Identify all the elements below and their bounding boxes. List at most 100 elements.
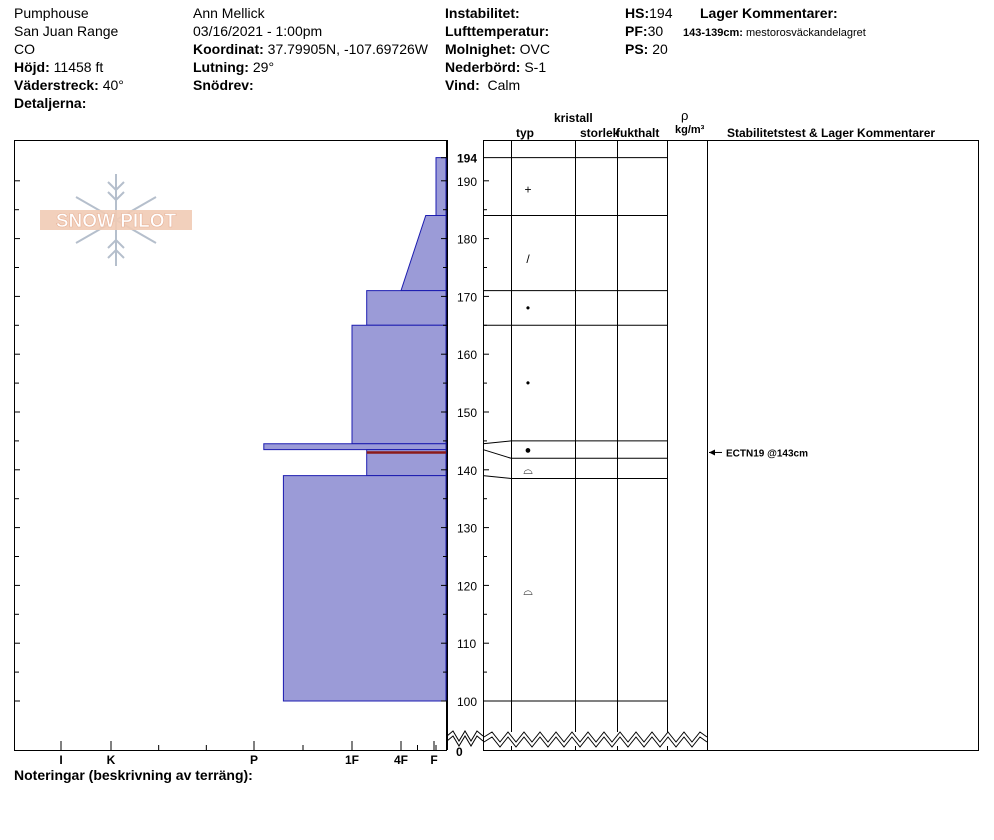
x-label-P: P xyxy=(250,753,258,767)
depth-label-140: 140 xyxy=(457,464,477,478)
state: CO xyxy=(14,41,35,57)
depth-label-120: 120 xyxy=(457,579,477,593)
hardness-layer-0 xyxy=(435,157,447,216)
depth-label-160: 160 xyxy=(457,348,477,362)
layer-comment-depth: 143-139cm: xyxy=(683,27,743,39)
depth-label-170: 170 xyxy=(457,290,477,304)
airtemp-label: Lufttemperatur: xyxy=(445,23,550,39)
elevation-value: 11458 ft xyxy=(53,59,104,75)
table-axis-break xyxy=(483,731,708,748)
left-axis-ticks xyxy=(15,180,20,702)
x-label-F: F xyxy=(430,753,437,767)
axis-break xyxy=(446,730,484,747)
depth-label-150: 150 xyxy=(457,406,477,420)
range: San Juan Range xyxy=(14,23,119,39)
stability-panel xyxy=(707,140,979,751)
precip: Nederbörd: S-1 xyxy=(445,59,546,75)
aspect-value: 40° xyxy=(102,77,124,93)
layer-connector-4 xyxy=(482,440,512,445)
wind-value: Calm xyxy=(487,77,521,93)
wind-label: Vind: xyxy=(445,77,480,93)
observer: Ann Mellick xyxy=(193,5,265,21)
grain-table xyxy=(483,140,708,751)
layer-comment: 143-139cm: mestorosväckandelagret xyxy=(683,25,866,41)
layer-connector-5 xyxy=(482,449,512,459)
precip-value: S-1 xyxy=(524,59,547,75)
snowpilot-logo: SNOW PILOT xyxy=(40,174,192,266)
coord-label: Koordinat: xyxy=(193,41,264,57)
x-label-I: I xyxy=(59,753,62,767)
depth-zero-label: 0 xyxy=(456,745,463,759)
pf-value: 30 xyxy=(647,23,664,39)
precip-label: Nederbörd: xyxy=(445,59,521,75)
depth-label-100: 100 xyxy=(457,695,477,709)
depth-label-130: 130 xyxy=(457,522,477,536)
hardness-layer-4 xyxy=(263,443,447,451)
layer-comment-text: mestorosväckandelagret xyxy=(746,27,866,39)
x-axis-ticks: I K P 1F 4F F xyxy=(59,741,438,767)
rho-header: ρ xyxy=(681,108,689,123)
depth-label-190: 190 xyxy=(457,175,477,189)
hardness-layer-2 xyxy=(366,290,447,326)
depth-label-180: 180 xyxy=(457,233,477,247)
top-depth-label: 194 xyxy=(457,152,477,166)
layer-comments-label: Lager Kommentarer: xyxy=(700,5,838,21)
ps: PS: 20 xyxy=(625,41,668,57)
ps-label: PS: xyxy=(625,41,649,57)
grain-symbol-2: • xyxy=(526,301,530,315)
instability-label: Instabilitet: xyxy=(445,5,520,21)
hardness-layer-3 xyxy=(351,324,447,445)
pf-label: PF: xyxy=(625,23,648,39)
datetime: 03/16/2021 - 1:00pm xyxy=(193,23,323,39)
hs-value: 194 xyxy=(649,5,673,21)
hs: HS:194 xyxy=(625,5,672,21)
hs-label: HS: xyxy=(625,5,650,21)
grain-symbol-6: ⌓ xyxy=(523,584,533,598)
x-label-4F: 4F xyxy=(394,753,408,767)
layer-lines xyxy=(482,157,667,702)
stability-test-marker: ECTN19 @143cm xyxy=(709,448,808,459)
stability-test-label: ECTN19 @143cm xyxy=(726,448,808,459)
density-unit-header: kg/m³ xyxy=(675,124,705,136)
hardness-bars xyxy=(263,157,447,702)
grain-symbol-4: ● xyxy=(525,445,532,457)
grain-symbols: + / • • ● ⌓ ⌓ xyxy=(523,182,533,598)
grain-symbol-0: + xyxy=(524,182,531,196)
notes-label: Noteringar (beskrivning av terräng): xyxy=(14,767,253,783)
location: Pumphouse xyxy=(14,5,89,21)
aspect: Väderstreck: 40° xyxy=(14,77,124,93)
wind: Vind: Calm xyxy=(445,77,520,93)
slope: Lutning: 29° xyxy=(193,59,274,75)
hardness-layer-1 xyxy=(400,214,447,292)
stability-arrow-head xyxy=(709,449,715,456)
ps-value: 20 xyxy=(652,41,668,57)
drift-label: Snödrev: xyxy=(193,77,254,93)
depth-label-110: 110 xyxy=(457,637,476,651)
coordinates: Koordinat: 37.79905N, -107.69726W xyxy=(193,41,428,57)
aspect-label: Väderstreck: xyxy=(14,77,99,93)
details-label: Detaljerna: xyxy=(14,95,87,111)
coord-value: 37.79905N, -107.69726W xyxy=(267,41,428,57)
elevation: Höjd: 11458 ft xyxy=(14,59,103,75)
grain-symbol-3: • xyxy=(526,376,530,390)
size-header: storlek xyxy=(580,126,620,140)
cloud-value: OVC xyxy=(519,41,550,57)
depth-axis-ticks: 100 110 120 130 140 150 160 170 180 190 xyxy=(441,157,489,709)
cloud: Molnighet: OVC xyxy=(445,41,550,57)
stability-header: Stabilitetstest & Lager Kommentarer xyxy=(727,126,936,140)
slope-value: 29° xyxy=(252,59,275,75)
elevation-label: Höjd: xyxy=(14,59,50,75)
crystal-header: kristall xyxy=(554,111,593,125)
pf: PF:30 xyxy=(625,23,663,39)
logo-text: SNOW PILOT xyxy=(56,211,177,232)
x-label-K: K xyxy=(107,753,116,767)
layer-connector-6 xyxy=(482,475,512,479)
cloud-label: Molnighet: xyxy=(445,41,516,57)
moisture-header: fukthalt xyxy=(616,126,660,140)
x-label-1F: 1F xyxy=(345,753,359,767)
grain-symbol-5: ⌓ xyxy=(523,463,533,477)
grain-symbol-1: / xyxy=(526,252,530,266)
slope-label: Lutning: xyxy=(193,59,249,75)
type-header: typ xyxy=(516,126,534,140)
